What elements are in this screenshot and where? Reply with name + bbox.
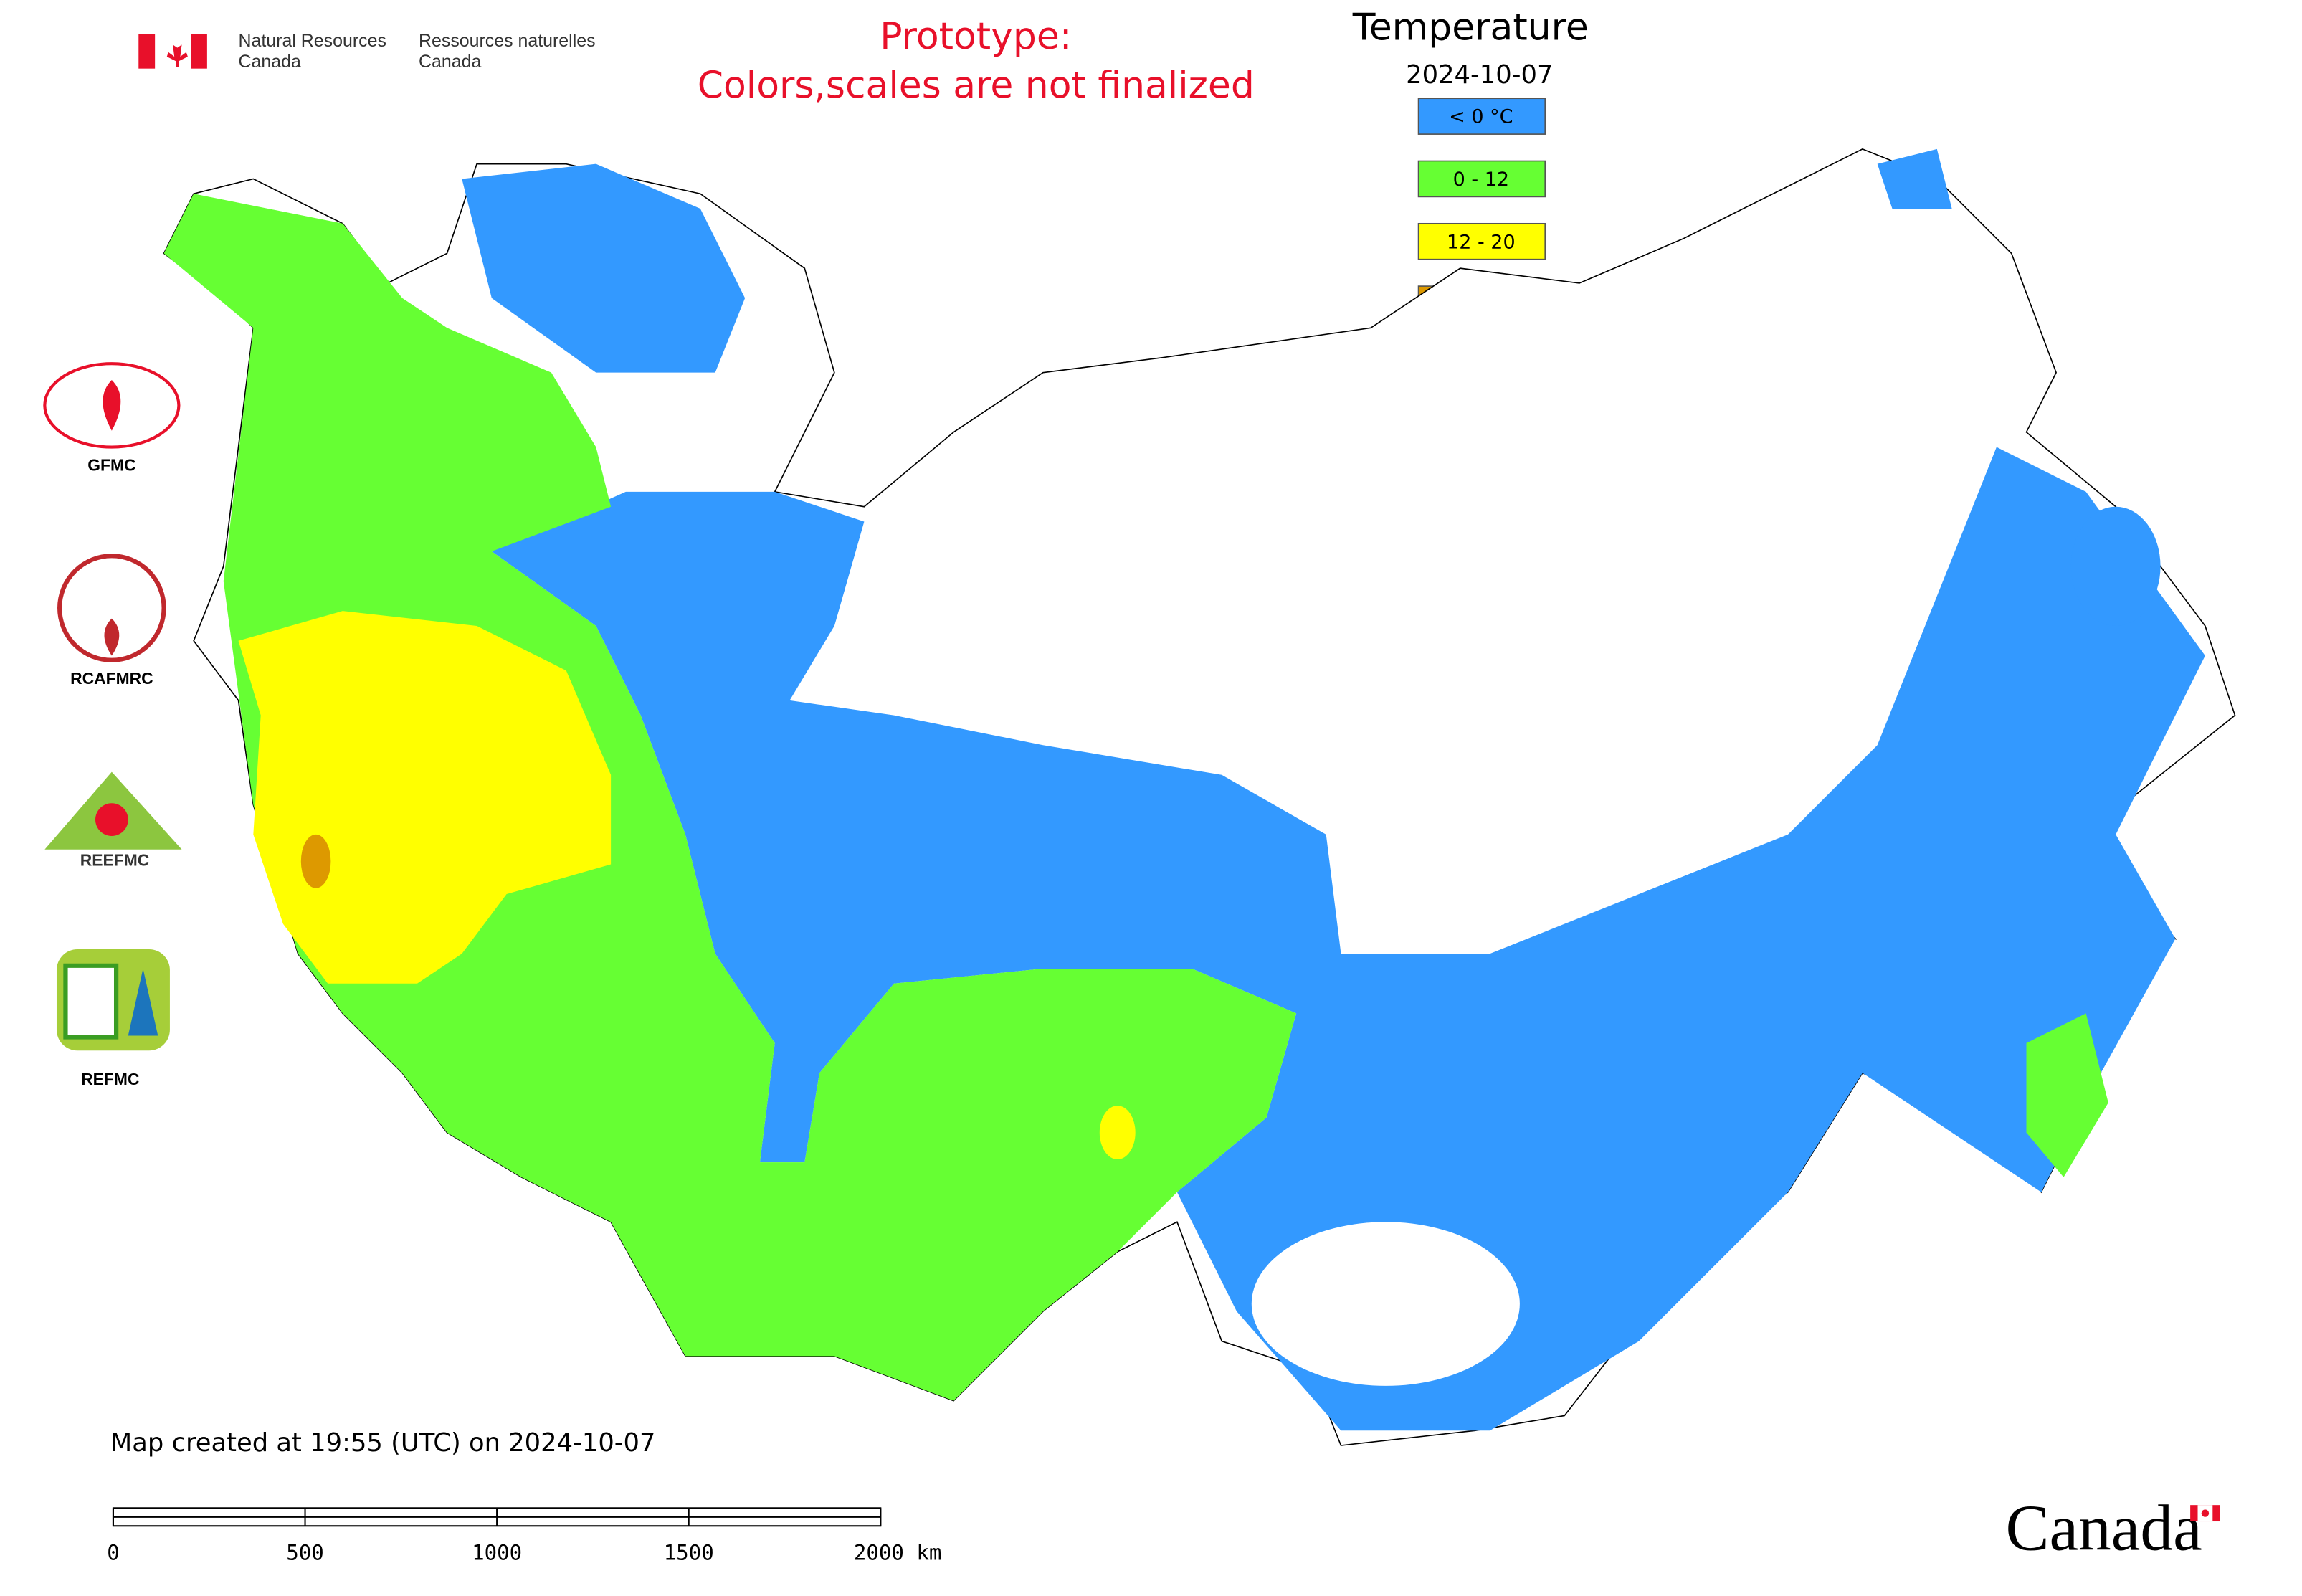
no-data xyxy=(2070,506,2161,626)
scale-label: 1000 xyxy=(472,1541,522,1565)
temperature-zone xyxy=(2026,1013,2108,1177)
no-data xyxy=(1251,1222,1520,1386)
logo-label: REEFMC xyxy=(80,850,150,869)
temperature-zone xyxy=(163,194,1297,1401)
scale-bar: 0 500 1000 1500 2000 km xyxy=(107,1507,942,1565)
logo xyxy=(57,554,166,662)
logo-label: RCAFMRC xyxy=(70,669,153,688)
wordmark-flag xyxy=(2190,1505,2220,1522)
temperature-zone xyxy=(462,163,746,373)
temperature-zone xyxy=(238,611,612,984)
scale-label: 2000 km xyxy=(854,1541,942,1565)
legend-swatch xyxy=(1417,160,1546,198)
legend-label: 0 - 12 xyxy=(1453,168,1509,191)
legend-swatch xyxy=(1417,98,1546,135)
scale-label: 1500 xyxy=(664,1541,714,1565)
legend-date: 2024-10-07 xyxy=(1406,60,1553,90)
scale-label: 0 xyxy=(107,1541,120,1565)
logo xyxy=(44,771,182,850)
legend-title: Temperature xyxy=(1352,6,1589,49)
scale-label: 500 xyxy=(286,1541,324,1565)
map xyxy=(163,148,2236,1446)
dept-fr: Canada xyxy=(419,52,481,72)
logo xyxy=(56,949,170,1051)
temperature-zone xyxy=(1099,1106,1136,1159)
wordmark: Canada xyxy=(2005,1492,2202,1564)
logo xyxy=(43,362,181,449)
dept-fr: Ressources naturelles xyxy=(419,31,596,51)
temperature-zone xyxy=(1877,148,1952,209)
canada-flag xyxy=(138,34,207,69)
legend-label: 12 - 20 xyxy=(1447,231,1516,253)
dept-en: Canada xyxy=(239,52,301,72)
logo-label: REFMC xyxy=(81,1070,139,1088)
logo-label: GFMC xyxy=(87,456,135,475)
legend-swatch xyxy=(1417,222,1546,260)
dept-en: Natural Resources xyxy=(239,31,386,51)
notice: Prototype: xyxy=(880,15,1072,58)
notice: Colors,scales are not finalized xyxy=(698,65,1255,108)
created-note: Map created at 19:55 (UTC) on 2024-10-07 xyxy=(110,1428,656,1458)
legend-label: < 0 °C xyxy=(1449,106,1513,128)
temperature-zone xyxy=(491,447,2205,1431)
temperature-zone xyxy=(300,834,331,888)
